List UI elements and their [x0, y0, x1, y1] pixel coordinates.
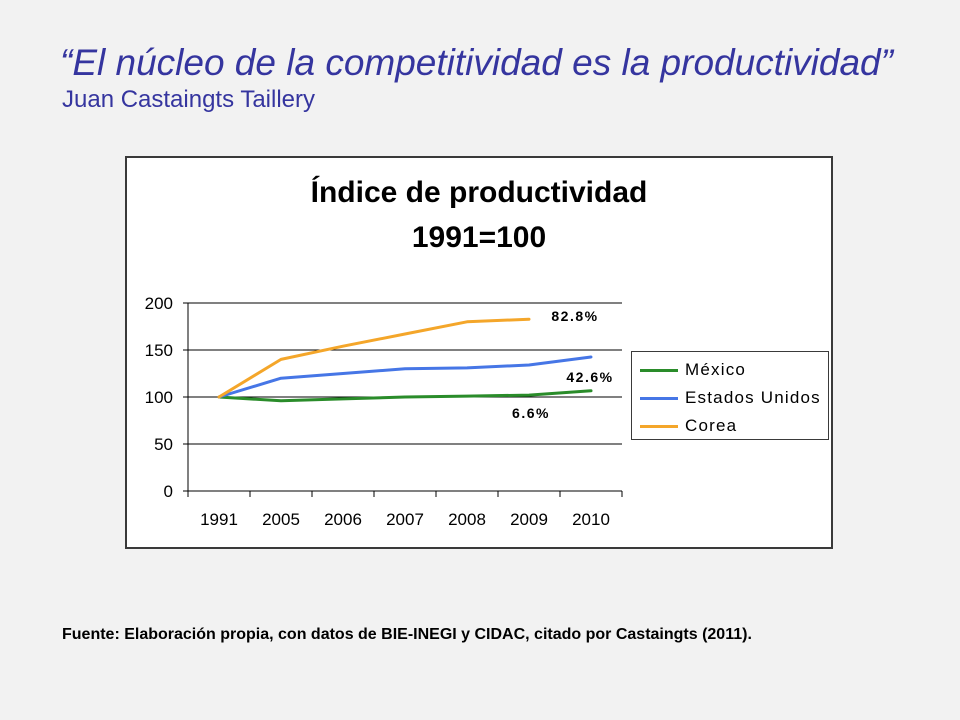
- x-axis-ticks: 1991 2005 2006 2007 2008 2009 2010: [187, 491, 623, 529]
- legend-swatch-estados-unidos: [640, 396, 678, 400]
- plot-area: 0 50 100 150 200 1991 2005 2006 2007 2008 2009 2010…: [145, 294, 623, 529]
- legend-item-mexico: México: [632, 356, 828, 384]
- y-tick-label: 100: [145, 388, 173, 407]
- chart-container: Índice de productividad 1991=100 0 50 100 1…: [125, 156, 833, 549]
- x-tick-label: 2008: [448, 510, 486, 529]
- y-tick-label: 50: [154, 435, 173, 454]
- source-note: Fuente: Elaboración propia, con datos de…: [62, 626, 752, 643]
- chart-title: Índice de productividad: [310, 176, 648, 209]
- x-tick-label: 1991: [200, 510, 238, 529]
- legend-label-estados-unidos: Estados Unidos: [685, 388, 821, 407]
- legend-label-corea: Corea: [685, 416, 738, 435]
- legend: México Estados Unidos Corea: [631, 351, 829, 440]
- chart-subtitle: 1991=100: [411, 221, 547, 254]
- x-tick-label: 2010: [572, 510, 610, 529]
- data-label-estados-unidos: 42.6%: [566, 369, 613, 385]
- legend-item-estados-unidos: Estados Unidos: [632, 384, 828, 412]
- x-tick-label: 2006: [324, 510, 362, 529]
- legend-item-corea: Corea: [632, 412, 828, 440]
- data-label-corea: 82.8%: [551, 308, 598, 324]
- x-tick-label: 2005: [262, 510, 300, 529]
- y-tick-label: 150: [145, 341, 173, 360]
- y-tick-label: 0: [164, 482, 173, 501]
- legend-label-mexico: México: [685, 360, 747, 379]
- y-tick-label: 200: [145, 294, 173, 313]
- data-labels: 82.8% 42.6% 6.6%: [512, 308, 613, 421]
- series-line-estados-unidos: [217, 355, 593, 399]
- slide-author: Juan Castaingts Taillery: [62, 86, 316, 113]
- y-axis-ticks: 0 50 100 150 200: [145, 294, 188, 501]
- x-tick-label: 2007: [386, 510, 424, 529]
- legend-swatch-corea: [640, 424, 678, 428]
- slide-title: “El núcleo de la competitividad es la pr…: [60, 42, 893, 83]
- x-tick-label: 2009: [510, 510, 548, 529]
- series-lines: [217, 317, 593, 403]
- legend-swatch-mexico: [640, 368, 678, 372]
- data-label-mexico: 6.6%: [512, 405, 550, 421]
- series-line-mexico: [217, 389, 593, 403]
- series-line-corea: [217, 317, 531, 399]
